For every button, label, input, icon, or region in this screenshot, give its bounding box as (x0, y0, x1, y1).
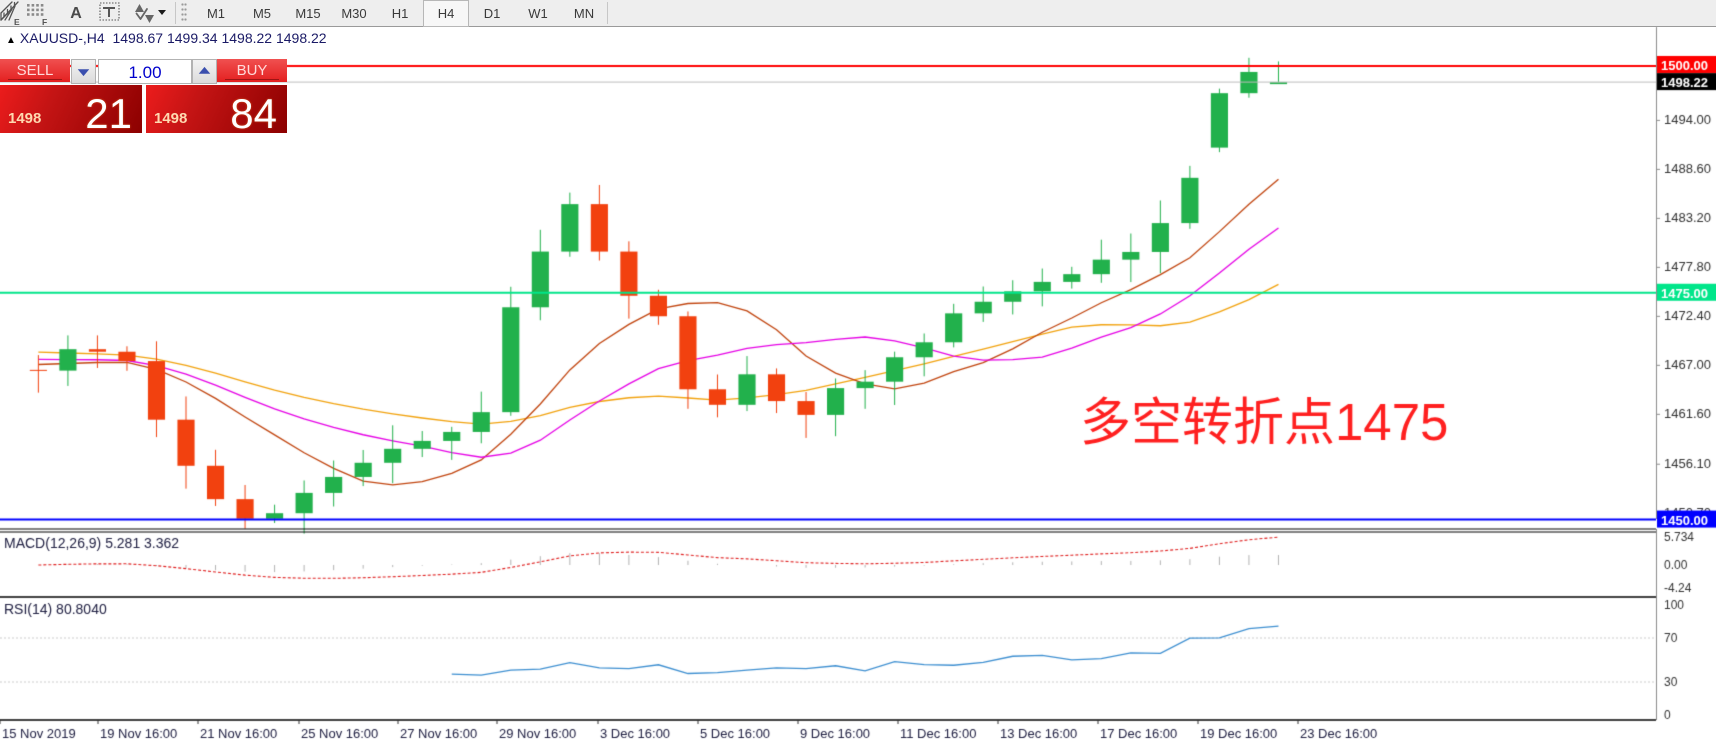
svg-text:E: E (14, 17, 20, 26)
svg-text:F: F (42, 17, 47, 26)
